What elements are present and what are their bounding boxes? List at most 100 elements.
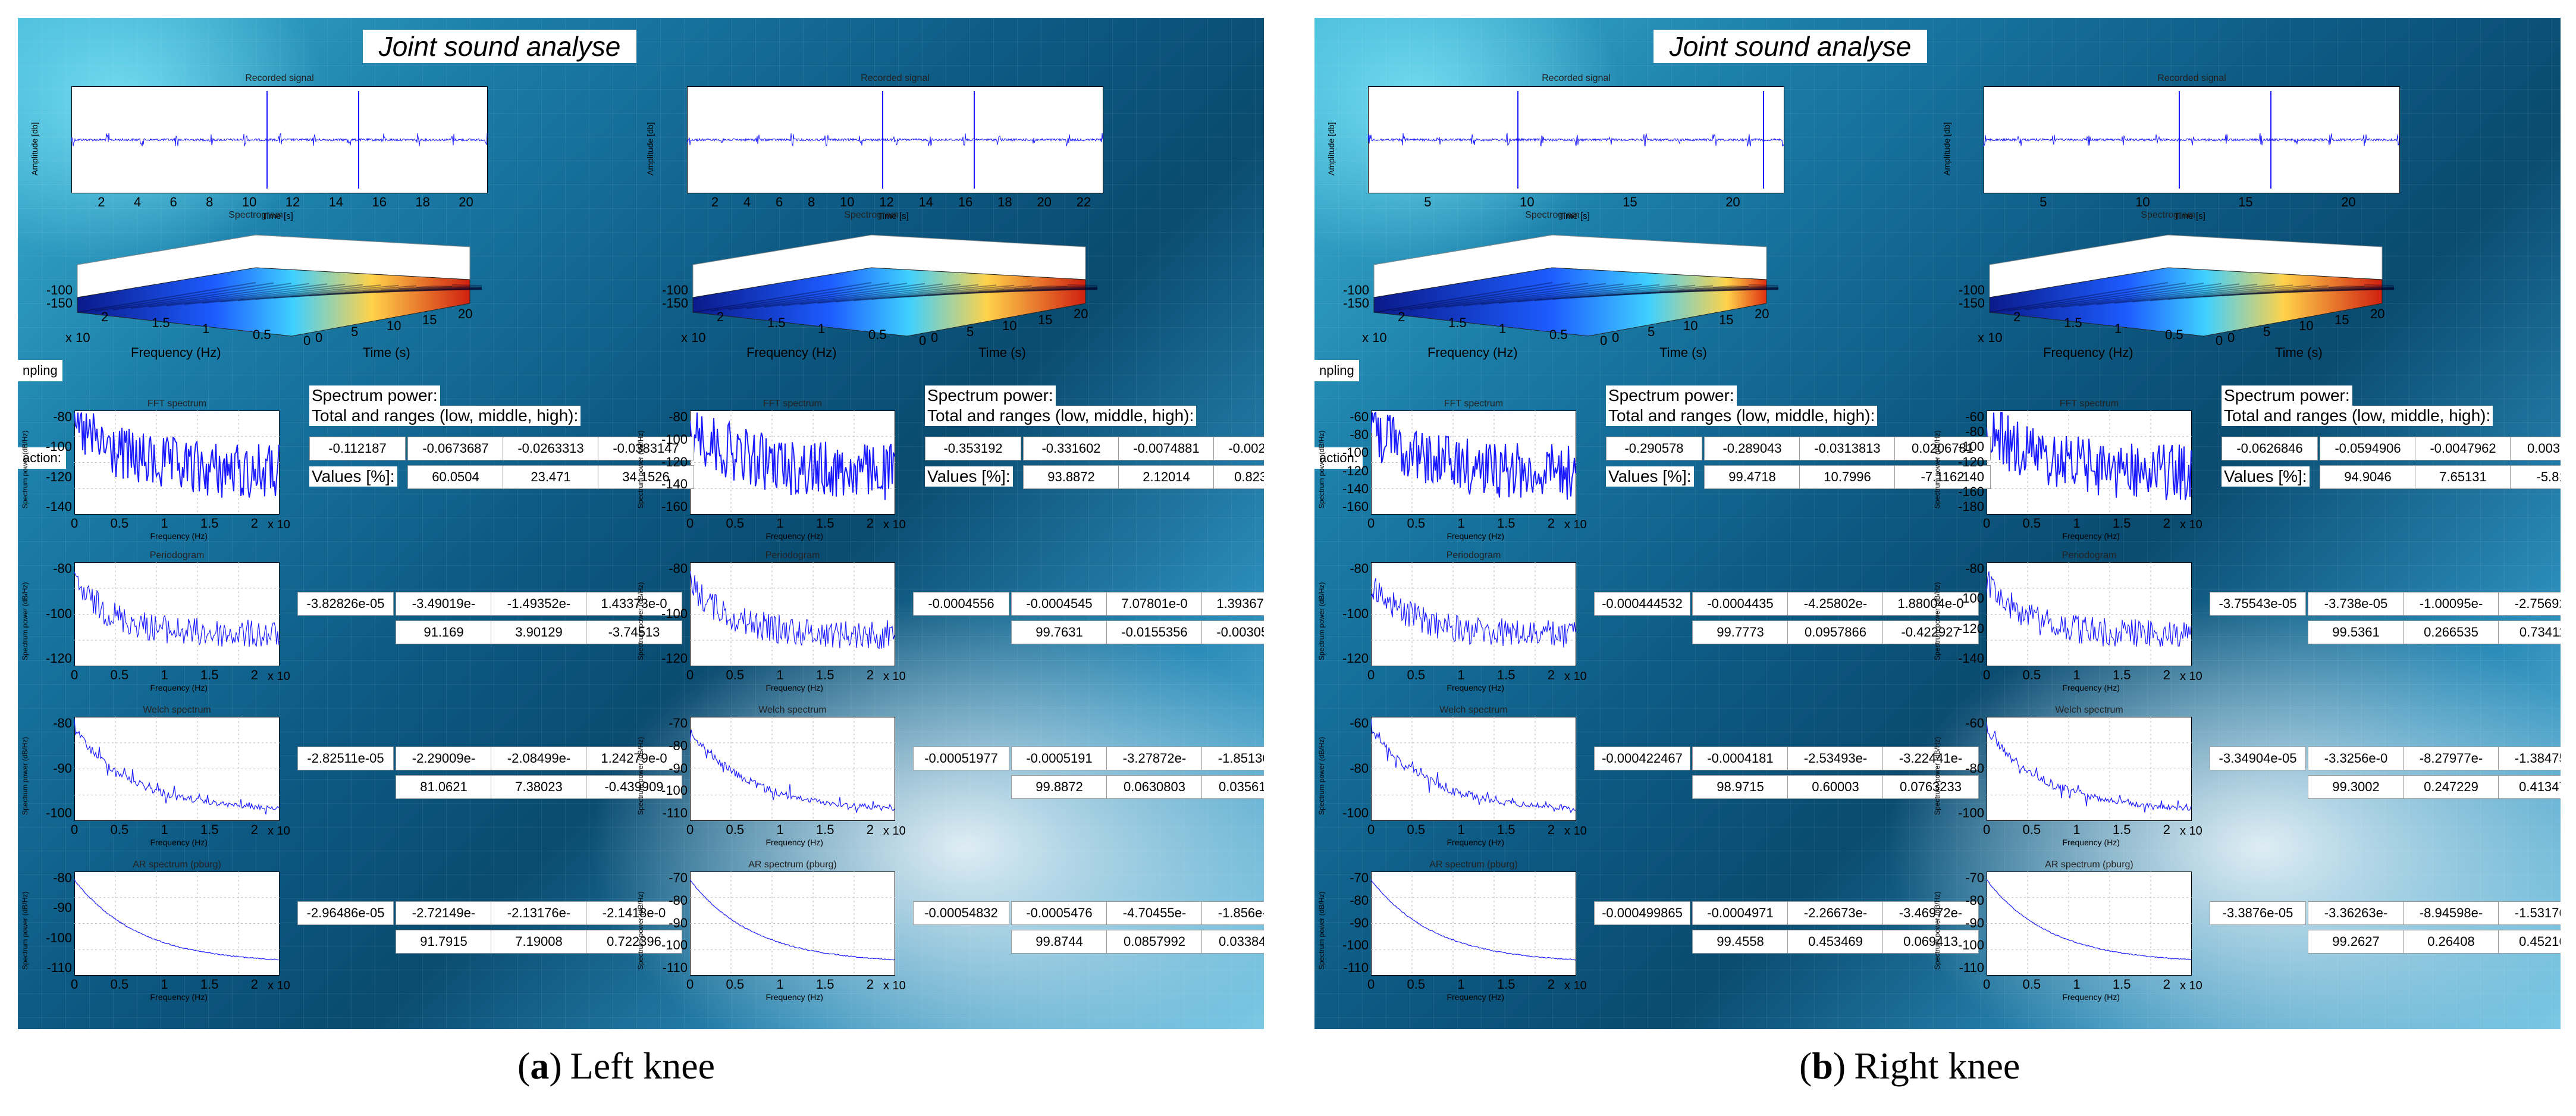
fft-value-low[interactable]: -0.289043 (1704, 437, 1800, 460)
fft-value-pct-mid[interactable]: 10.7996 (1799, 465, 1896, 489)
ar-value-high[interactable]: -1.53176e- (2498, 901, 2561, 925)
ar-value-pct-low[interactable]: 99.4558 (1692, 930, 1789, 954)
ar-value-pct-high[interactable]: 0.0338488 (1201, 930, 1264, 954)
welch-value-low[interactable]: -3.3256e-0 (2308, 747, 2404, 770)
periodogram-value-pct-high[interactable]: -0.422927 (1882, 620, 1979, 644)
ar-value-high[interactable]: -3.46972e- (1882, 901, 1979, 925)
periodogram-value-mid[interactable]: 7.07801e-0 (1106, 592, 1203, 616)
periodogram-value-low[interactable]: -0.0004545 (1011, 592, 1107, 616)
welch-value-mid[interactable]: -2.08499e- (491, 747, 587, 770)
ar-value-pct-low[interactable]: 91.7915 (396, 930, 492, 954)
fft-value-pct-high[interactable]: 0.823171 (1213, 465, 1264, 489)
welch-value-pct-high[interactable]: 0.0763233 (1882, 775, 1979, 799)
ar-value-total[interactable]: -0.000499865 (1594, 901, 1690, 925)
periodogram-value-pct-high[interactable]: -0.0030589 (1201, 620, 1264, 644)
fft-value-high[interactable]: 0.0206781 (1894, 437, 1991, 460)
ar-value-mid[interactable]: -4.70455e- (1106, 901, 1203, 925)
welch-value-total[interactable]: -3.34904e-05 (2210, 747, 2306, 770)
fft-value-pct-high[interactable]: 34.1526 (598, 465, 694, 489)
fft-value-pct-mid[interactable]: 23.471 (503, 465, 599, 489)
periodogram-value-high[interactable]: 1.39367e-0 (1201, 592, 1264, 616)
periodogram-value-low[interactable]: -0.0004435 (1692, 592, 1789, 616)
ar-value-total[interactable]: -0.00054832 (913, 901, 1009, 925)
fft-value-pct-high[interactable]: -5.8115 (2510, 465, 2561, 489)
periodogram-value-mid[interactable]: -4.25802e- (1787, 592, 1884, 616)
periodogram-value-high[interactable]: 1.88004e-0 (1882, 592, 1979, 616)
fft-value-mid[interactable]: -0.0313813 (1799, 437, 1896, 460)
ar-value-high[interactable]: -1.856e-07 (1201, 901, 1264, 925)
ar-value-mid[interactable]: -2.26673e- (1787, 901, 1884, 925)
welch-value-pct-low[interactable]: 98.9715 (1692, 775, 1789, 799)
fft-value-high[interactable]: 0.0036429 (2510, 437, 2561, 460)
fft-value-pct-mid[interactable]: 2.12014 (1118, 465, 1215, 489)
fft-value-low[interactable]: -0.0673687 (407, 437, 504, 460)
periodogram-value-total[interactable]: -0.000444532 (1594, 592, 1690, 616)
welch-value-pct-high[interactable]: -0.439909 (586, 775, 682, 799)
ar-value-pct-mid[interactable]: 0.0857992 (1106, 930, 1203, 954)
welch-value-low[interactable]: -2.29009e- (396, 747, 492, 770)
ar-value-pct-low[interactable]: 99.2627 (2308, 930, 2404, 954)
welch-value-high[interactable]: -1.38475e- (2498, 747, 2561, 770)
ar-value-pct-low[interactable]: 99.8744 (1011, 930, 1107, 954)
welch-value-low[interactable]: -0.0005191 (1011, 747, 1107, 770)
sampling-tab[interactable]: npling (1314, 360, 1359, 381)
welch-value-pct-mid[interactable]: 0.60003 (1787, 775, 1884, 799)
periodogram-value-total[interactable]: -3.82826e-05 (297, 592, 394, 616)
welch-value-mid[interactable]: -2.53493e- (1787, 747, 1884, 770)
ar-value-pct-high[interactable]: 0.452166 (2498, 930, 2561, 954)
periodogram-value-pct-low[interactable]: 99.7773 (1692, 620, 1789, 644)
fft-value-mid[interactable]: -0.0047962 (2415, 437, 2511, 460)
welch-value-mid[interactable]: -8.27977e- (2403, 747, 2499, 770)
fft-value-pct-high[interactable]: -7.1162 (1894, 465, 1991, 489)
ar-value-mid[interactable]: -8.94598e- (2403, 901, 2499, 925)
welch-value-pct-high[interactable]: 0.413476 (2498, 775, 2561, 799)
action-tab[interactable]: action: (1314, 447, 1363, 469)
ar-value-low[interactable]: -0.0004971 (1692, 901, 1789, 925)
ar-value-pct-mid[interactable]: 7.19008 (491, 930, 587, 954)
sampling-tab[interactable]: npling (18, 360, 62, 381)
fft-value-high[interactable]: -0.0029073 (1213, 437, 1264, 460)
welch-value-pct-low[interactable]: 99.8872 (1011, 775, 1107, 799)
periodogram-value-high[interactable]: 1.43373e-0 (586, 592, 682, 616)
periodogram-value-low[interactable]: -3.49019e- (396, 592, 492, 616)
fft-value-total[interactable]: -0.0626846 (2222, 437, 2318, 460)
ar-value-pct-high[interactable]: 0.069413 (1882, 930, 1979, 954)
fft-value-mid[interactable]: -0.0074881 (1118, 437, 1215, 460)
ar-value-high[interactable]: -2.1418e-0 (586, 901, 682, 925)
ar-value-low[interactable]: -2.72149e- (396, 901, 492, 925)
ar-value-pct-mid[interactable]: 0.26408 (2403, 930, 2499, 954)
ar-value-low[interactable]: -0.0005476 (1011, 901, 1107, 925)
ar-value-total[interactable]: -2.96486e-05 (297, 901, 394, 925)
welch-value-low[interactable]: -0.0004181 (1692, 747, 1789, 770)
ar-value-total[interactable]: -3.3876e-05 (2210, 901, 2306, 925)
periodogram-value-pct-mid[interactable]: -0.0155356 (1106, 620, 1203, 644)
periodogram-value-pct-mid[interactable]: 0.0957866 (1787, 620, 1884, 644)
fft-value-total[interactable]: -0.353192 (925, 437, 1021, 460)
welch-value-high[interactable]: -1.85136e- (1201, 747, 1264, 770)
periodogram-value-high[interactable]: -2.75692e- (2498, 592, 2561, 616)
periodogram-value-pct-mid[interactable]: 0.266535 (2403, 620, 2499, 644)
fft-value-low[interactable]: -0.0594906 (2320, 437, 2416, 460)
periodogram-value-pct-high[interactable]: 0.734118 (2498, 620, 2561, 644)
fft-value-pct-low[interactable]: 99.4718 (1704, 465, 1800, 489)
welch-value-pct-mid[interactable]: 0.247229 (2403, 775, 2499, 799)
fft-value-mid[interactable]: -0.0263313 (503, 437, 599, 460)
welch-value-high[interactable]: -3.22441e- (1882, 747, 1979, 770)
ar-value-pct-mid[interactable]: 0.453469 (1787, 930, 1884, 954)
fft-value-low[interactable]: -0.331602 (1023, 437, 1119, 460)
periodogram-value-pct-high[interactable]: -3.74513 (586, 620, 682, 644)
fft-value-pct-low[interactable]: 94.9046 (2320, 465, 2416, 489)
periodogram-value-pct-low[interactable]: 91.169 (396, 620, 492, 644)
welch-value-pct-low[interactable]: 81.0621 (396, 775, 492, 799)
periodogram-value-pct-mid[interactable]: 3.90129 (491, 620, 587, 644)
periodogram-value-pct-low[interactable]: 99.7631 (1011, 620, 1107, 644)
periodogram-value-total[interactable]: -3.75543e-05 (2210, 592, 2306, 616)
periodogram-value-mid[interactable]: -1.49352e- (491, 592, 587, 616)
action-tab[interactable]: action: (18, 447, 66, 469)
welch-value-pct-mid[interactable]: 0.0630803 (1106, 775, 1203, 799)
fft-value-high[interactable]: -0.0383147 (598, 437, 694, 460)
fft-value-pct-mid[interactable]: 7.65131 (2415, 465, 2511, 489)
periodogram-value-pct-low[interactable]: 99.5361 (2308, 620, 2404, 644)
ar-value-pct-high[interactable]: 0.722396 (586, 930, 682, 954)
fft-value-pct-low[interactable]: 60.0504 (407, 465, 504, 489)
